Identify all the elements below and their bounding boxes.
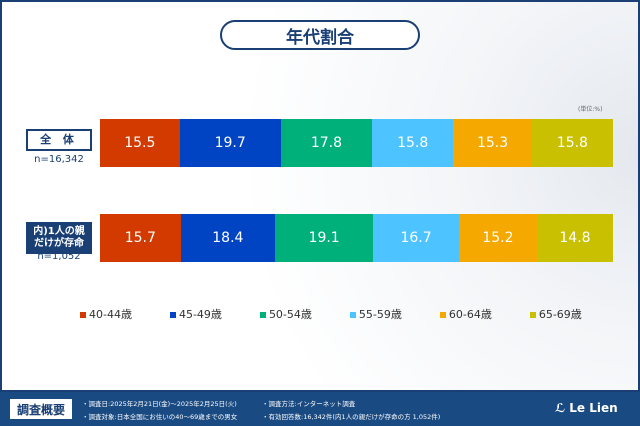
legend-label: 55-59歳 [358,308,402,321]
bar-segment-40-44歳: 15.7 [100,214,181,262]
legend-swatch [529,312,536,318]
row-label-line1: 内)1人の親 [33,226,85,237]
legend-swatch [349,312,356,318]
bar-segment-45-49歳: 18.4 [180,214,276,262]
legend-label: 45-49歳 [178,308,222,321]
bar-row-one-parent: 15.7 18.4 19.1 16.7 15.2 14.8 [100,214,613,262]
footer: 調査概要 ・調査日:2025年2月21日(金)～2025年2月25日(火) ・調… [0,392,640,426]
bar-segment-55-59歳: 16.7 [373,214,459,262]
legend-item: 40-44歳 [80,306,132,322]
legend-label: 65-69歳 [538,308,582,321]
legend-item: 45-49歳 [169,306,222,322]
survey-target: ・調査対象:日本全国にお住いの40～69歳までの男女 [82,413,238,421]
survey-count: ・有効回答数:16,342件(内1人の親だけが存命の方 1,052件) [262,413,441,421]
chart-title: 年代割合 [220,20,420,50]
legend-label: 60-64歳 [448,308,492,321]
bar-segment-55-59歳: 15.8 [372,119,454,167]
bar-segment-60-64歳: 15.3 [453,119,532,167]
bar-segment-60-64歳: 15.2 [458,214,537,262]
legend-label: 40-44歳 [89,308,132,321]
bar-segment-50-54歳: 17.8 [280,119,373,167]
row-label-all: 全 体 [26,129,92,151]
legend-item: 60-64歳 [439,306,492,322]
legend-swatch [439,312,446,318]
legend-item: 55-59歳 [349,306,402,322]
bar-segment-65-69歳: 15.8 [531,119,613,167]
legend-item: 50-54歳 [259,306,312,322]
legend: 40-44歳 45-49歳 50-54歳 55-59歳 60-64歳 65-69歳 [80,306,582,322]
bar-segment-40-44歳: 15.5 [100,119,180,167]
row-label-line2: だけが存命 [34,238,84,249]
legend-item: 65-69歳 [529,306,582,322]
unit-label: (単位:%) [578,106,603,113]
survey-method: ・調査方法:インターネット調査 [262,400,356,408]
logo-icon: ℒ [555,401,566,415]
sample-size-all: n=16,342 [34,154,84,165]
legend-swatch [80,312,86,318]
logo-text: Le Lien [569,401,618,415]
bar-row-all: 15.5 19.7 17.8 15.8 15.3 15.8 [100,119,613,167]
footer-heading: 調査概要 [10,399,72,419]
bar-segment-65-69歳: 14.8 [536,214,613,262]
logo: ℒ Le Lien [555,401,618,415]
row-label-one-parent: 内)1人の親 だけが存命 [26,222,92,254]
sample-size-one-parent: n=1,052 [37,251,81,262]
legend-swatch [259,312,266,318]
bar-segment-45-49歳: 19.7 [179,119,281,167]
legend-label: 50-54歳 [268,308,312,321]
chart-frame [0,0,640,392]
bar-segment-50-54歳: 19.1 [275,214,374,262]
legend-swatch [169,312,176,318]
survey-date: ・調査日:2025年2月21日(金)～2025年2月25日(火) [82,400,237,408]
